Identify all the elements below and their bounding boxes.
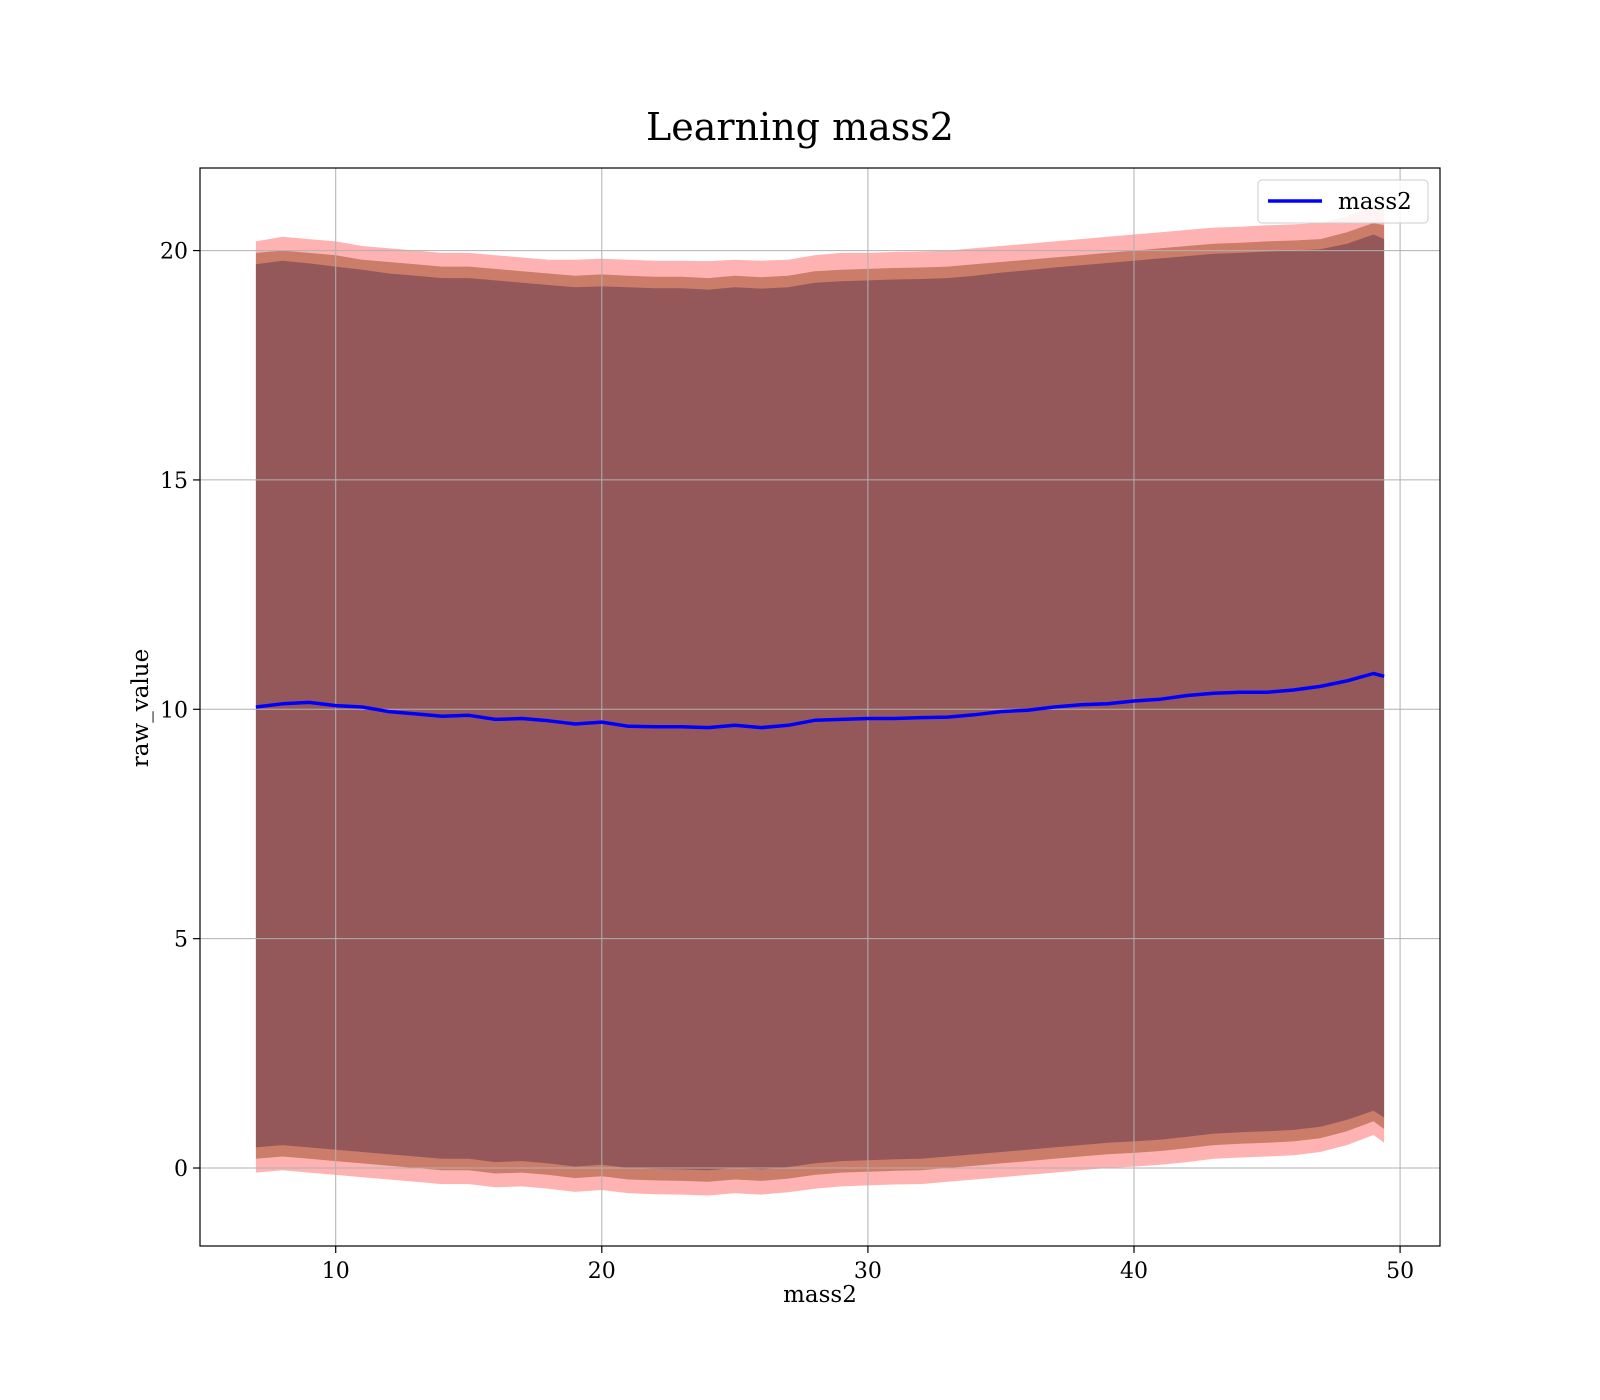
chart-title: Learning mass2 xyxy=(646,105,954,149)
band-inner xyxy=(255,234,1385,1171)
y-tick-label: 5 xyxy=(174,928,188,953)
y-axis-label: raw_value xyxy=(128,649,154,767)
y-tick-label: 15 xyxy=(160,469,188,494)
x-axis-label: mass2 xyxy=(783,1282,857,1308)
plot-frame xyxy=(199,167,1441,1247)
series-line-mass2 xyxy=(255,671,1385,730)
x-tick-label: 50 xyxy=(1386,1259,1414,1284)
grid-lines xyxy=(200,168,1440,1246)
x-tick-label: 10 xyxy=(322,1259,350,1284)
y-tick-label: 10 xyxy=(160,698,188,723)
x-tick-label: 40 xyxy=(1120,1259,1148,1284)
axis-ticks: 10 20 30 40 50 0 5 10 15 20 xyxy=(160,240,1414,1284)
legend: mass2 xyxy=(1257,179,1429,224)
x-tick-label: 30 xyxy=(854,1259,882,1284)
y-tick-label: 0 xyxy=(174,1157,188,1182)
legend-label-mass2: mass2 xyxy=(1338,189,1412,215)
x-tick-label: 20 xyxy=(588,1259,616,1284)
plot-area xyxy=(199,167,1441,1247)
confidence-bands xyxy=(255,207,1385,1196)
legend-box xyxy=(1257,179,1429,224)
y-tick-label: 20 xyxy=(160,240,188,265)
